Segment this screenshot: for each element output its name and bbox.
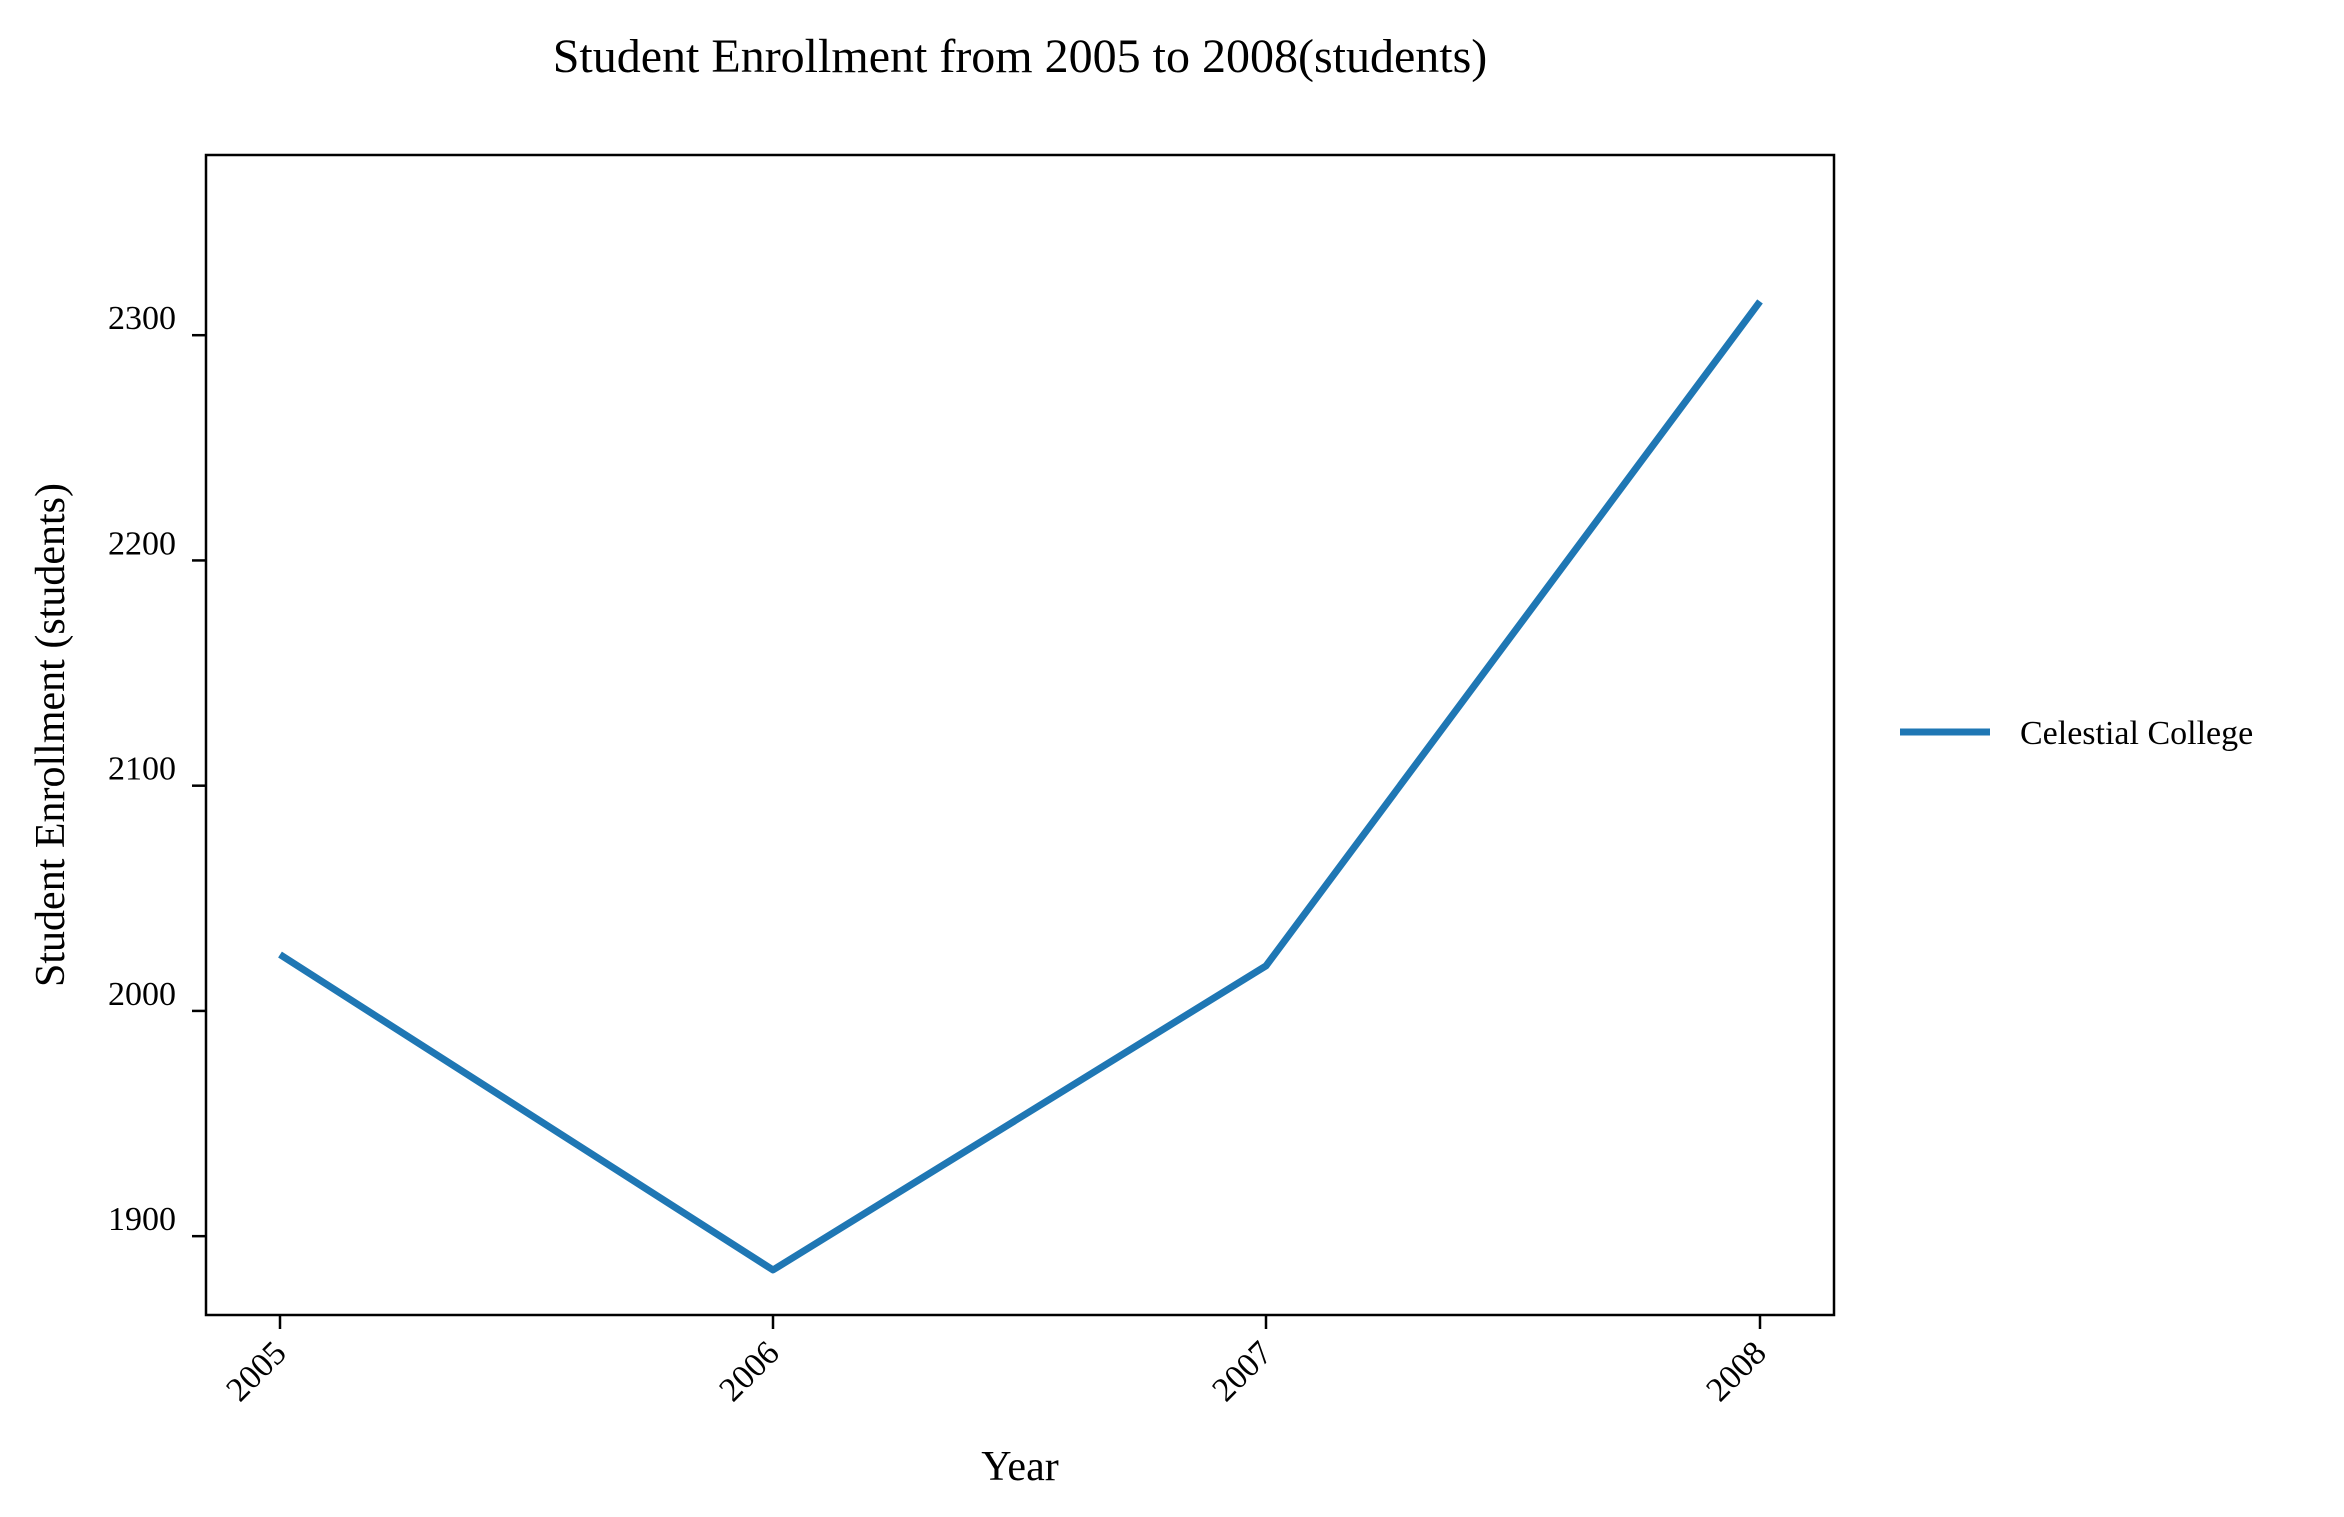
y-tick-label: 2100 (108, 751, 176, 788)
legend: Celestial College (1900, 715, 2253, 752)
y-tick-label: 2200 (108, 525, 176, 562)
x-tick-label: 2005 (219, 1334, 293, 1408)
series-line-0 (278, 299, 1763, 1274)
x-tick-label: 2007 (1205, 1334, 1279, 1408)
series-layer (278, 299, 1763, 1274)
plot-area (204, 153, 1836, 1317)
x-axis-label: Year (981, 1444, 1058, 1490)
x-axis-ticks: 2005 2006 2007 2008 (219, 1315, 1774, 1409)
legend-label: Celestial College (2020, 715, 2253, 752)
y-tick-label: 2300 (108, 300, 176, 337)
y-tick-label: 1900 (108, 1201, 176, 1238)
y-tick-label: 2000 (108, 976, 176, 1013)
y-axis-ticks: 1900 2000 2100 2200 2300 (108, 300, 206, 1238)
y-axis-label: Student Enrollment (students) (28, 483, 74, 987)
chart-title: Student Enrollment from 2005 to 2008(stu… (553, 30, 1488, 83)
x-tick-label: 2006 (712, 1334, 786, 1408)
plot-frame (204, 153, 1836, 1317)
x-tick-label: 2008 (1699, 1334, 1773, 1408)
